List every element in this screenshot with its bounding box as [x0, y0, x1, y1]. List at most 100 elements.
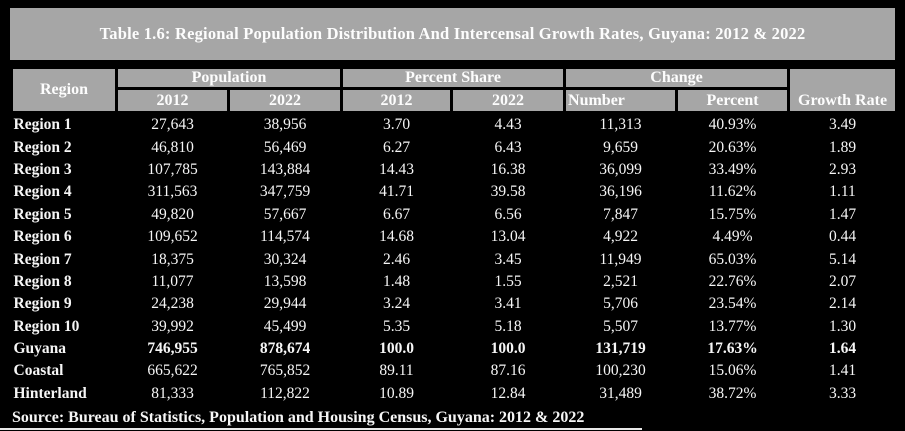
- change-number-cell: 31,489: [599, 384, 642, 402]
- pop-2022-cell: 57,667: [263, 205, 307, 223]
- change-percent-cell: 11.62%: [708, 183, 757, 201]
- pop-2022-cell: 143,884: [259, 160, 311, 178]
- column-header-share-2022: 2022: [449, 87, 567, 114]
- region-cell: Coastal: [13, 362, 64, 380]
- column-header-growth-rate: Growth Rate: [787, 66, 899, 114]
- share-2022-cell: 87.16: [490, 362, 526, 380]
- region-cell: Region 6: [13, 228, 72, 246]
- growth-rate-cell: 3.33: [828, 384, 857, 402]
- change-number-cell: 4,922: [603, 228, 638, 246]
- pop-2022-cell: 29,944: [263, 295, 307, 313]
- growth-rate-cell: 1.30: [828, 317, 857, 335]
- region-cell: Region 10: [13, 317, 80, 335]
- region-cell: Region 9: [13, 295, 72, 313]
- table-body: Region 1 27,643 38,956 3.70 4.43 11,313 40.93%…: [12, 113, 897, 406]
- column-group-percent-share: Percent Share: [339, 66, 567, 90]
- share-2022-cell: 100.0: [490, 340, 526, 358]
- pop-2012-cell: 46,810: [151, 138, 194, 156]
- share-2022-cell: 3.41: [494, 295, 522, 313]
- share-2022-cell: 39.58: [490, 183, 526, 201]
- pop-2012-cell: 107,785: [147, 160, 198, 178]
- share-2012-cell: 89.11: [379, 362, 414, 380]
- change-number-cell: 36,196: [599, 183, 642, 201]
- share-2022-cell: 13.04: [490, 228, 526, 246]
- pop-2012-cell: 109,652: [147, 228, 198, 246]
- pop-2012-cell: 49,820: [151, 205, 194, 223]
- region-cell: Guyana: [13, 340, 67, 358]
- pop-2022-cell: 114,574: [260, 228, 310, 246]
- table-row: Region 2 46,810 56,469 6.27 6.43 9,659 20.63% 1…: [12, 136, 897, 158]
- bottom-edge-line: [0, 428, 642, 430]
- change-number-cell: 11,313: [599, 116, 642, 134]
- table-row: Region 1 27,643 38,956 3.70 4.43 11,313 40.93%…: [12, 113, 897, 137]
- share-2012-cell: 10.89: [379, 384, 414, 402]
- share-2022-cell: 4.43: [494, 116, 522, 134]
- growth-rate-cell: 2.93: [828, 160, 857, 178]
- region-cell: Region 4: [13, 183, 72, 201]
- population-table: Region Population Percent Share Change G…: [10, 66, 899, 406]
- header-sub-row: 2012 2022 2012 2022 Number Percent: [12, 87, 897, 114]
- change-percent-cell: 13.77%: [708, 317, 757, 335]
- growth-rate-cell: 5.14: [828, 250, 857, 268]
- column-header-change-percent: Percent: [675, 87, 791, 114]
- growth-rate-cell: 2.07: [828, 272, 857, 290]
- share-2022-cell: 12.84: [490, 384, 526, 402]
- region-cell: Region 3: [13, 160, 72, 178]
- pop-2012-cell: 746,955: [147, 340, 198, 358]
- growth-rate-cell: 3.49: [828, 116, 857, 134]
- table-row: Region 6 109,652 114,574 14.68 13.04 4,922 4.4…: [12, 226, 897, 248]
- growth-rate-cell: 1.64: [828, 340, 857, 358]
- pop-2012-cell: 311,563: [147, 183, 198, 201]
- header-group-row: Region Population Percent Share Change G…: [10, 66, 899, 114]
- table-row: Region 3 107,785 143,884 14.43 16.38 36,099 33…: [12, 159, 897, 181]
- share-2022-cell: 6.43: [494, 138, 522, 156]
- change-number-cell: 9,659: [603, 138, 638, 156]
- pop-2022-cell: 56,469: [263, 138, 307, 156]
- change-percent-cell: 22.76%: [708, 272, 757, 290]
- table-header: Region Population Percent Share Change G…: [10, 66, 899, 114]
- change-percent-cell: 38.72%: [708, 384, 757, 402]
- share-2012-cell: 14.68: [379, 228, 414, 246]
- pop-2012-cell: 11,077: [151, 272, 194, 290]
- change-number-cell: 5,706: [603, 295, 638, 313]
- pop-2022-cell: 112,822: [260, 384, 310, 402]
- change-percent-cell: 33.49%: [708, 160, 757, 178]
- column-header-change-number: Number: [563, 87, 679, 114]
- pop-2012-cell: 39,992: [151, 317, 194, 335]
- change-percent-cell: 15.75%: [708, 205, 757, 223]
- region-cell: Region 7: [13, 250, 72, 268]
- region-cell: Region 8: [13, 272, 72, 290]
- change-number-cell: 11,949: [599, 250, 642, 268]
- region-cell: Hinterland: [13, 384, 87, 402]
- growth-rate-cell: 1.89: [828, 138, 857, 156]
- region-cell: Region 1: [13, 116, 72, 134]
- table-row: Region 8 11,077 13,598 1.48 1.55 2,521 22.76% 2…: [12, 271, 897, 293]
- growth-rate-cell: 1.47: [828, 205, 857, 223]
- change-percent-cell: 15.06%: [708, 362, 757, 380]
- table-title: Table 1.6: Regional Population Distribut…: [10, 8, 895, 60]
- share-2012-cell: 14.43: [379, 160, 414, 178]
- share-2012-cell: 2.46: [382, 250, 411, 268]
- table-row: Hinterland 81,333 112,822 10.89 12.84 31,489 3…: [12, 383, 897, 405]
- share-2012-cell: 6.27: [382, 138, 411, 156]
- share-2022-cell: 5.18: [494, 317, 522, 335]
- pop-2022-cell: 347,759: [259, 183, 311, 201]
- share-2012-cell: 3.24: [382, 295, 411, 313]
- column-header-population-2012: 2012: [115, 87, 230, 114]
- column-group-population: Population: [115, 66, 343, 90]
- table-row: Region 4 311,563 347,759 41.71 39.58 36,196 11…: [12, 181, 897, 203]
- share-2012-cell: 100.0: [379, 340, 414, 358]
- share-2022-cell: 6.56: [494, 205, 522, 223]
- growth-rate-cell: 1.11: [829, 183, 856, 201]
- pop-2022-cell: 878,674: [259, 340, 311, 358]
- share-2022-cell: 3.45: [494, 250, 522, 268]
- change-percent-cell: 4.49%: [712, 228, 753, 246]
- table-row: Region 7 18,375 30,324 2.46 3.45 11,949 65.03%…: [12, 248, 897, 270]
- change-number-cell: 7,847: [603, 205, 638, 223]
- table-row: Guyana 746,955 878,674 100.0 100.0 131,719 17.…: [12, 338, 897, 360]
- change-number-cell: 131,719: [595, 340, 646, 358]
- growth-rate-cell: 1.41: [828, 362, 857, 380]
- pop-2022-cell: 13,598: [263, 272, 307, 290]
- change-number-cell: 36,099: [599, 160, 642, 178]
